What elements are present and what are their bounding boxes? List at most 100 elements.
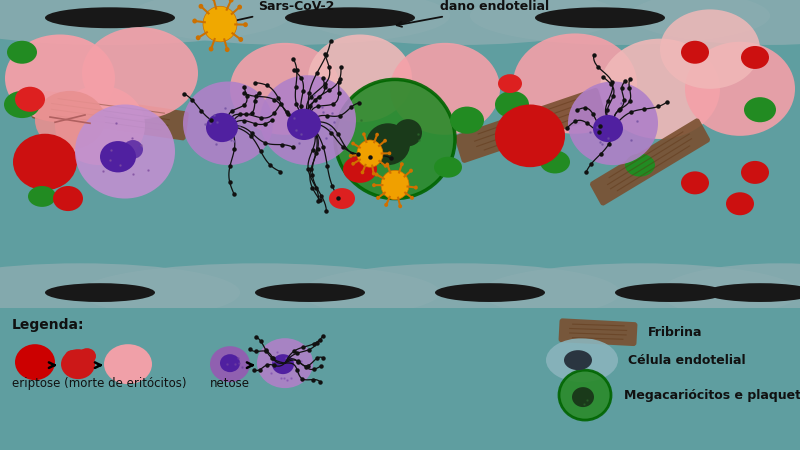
Ellipse shape bbox=[568, 81, 658, 165]
Ellipse shape bbox=[183, 81, 273, 165]
Ellipse shape bbox=[238, 37, 243, 42]
Ellipse shape bbox=[381, 170, 409, 200]
Ellipse shape bbox=[383, 139, 387, 143]
Ellipse shape bbox=[130, 0, 450, 45]
Ellipse shape bbox=[300, 263, 620, 322]
Ellipse shape bbox=[335, 79, 455, 198]
Ellipse shape bbox=[220, 354, 240, 372]
Ellipse shape bbox=[450, 107, 484, 134]
Ellipse shape bbox=[744, 97, 776, 122]
Ellipse shape bbox=[615, 283, 725, 302]
Text: Célula endotelial: Célula endotelial bbox=[628, 354, 746, 367]
Ellipse shape bbox=[243, 22, 248, 27]
Ellipse shape bbox=[13, 134, 77, 190]
Ellipse shape bbox=[388, 151, 391, 155]
Ellipse shape bbox=[572, 387, 594, 407]
Ellipse shape bbox=[28, 186, 56, 207]
Ellipse shape bbox=[210, 346, 250, 382]
Ellipse shape bbox=[203, 6, 237, 42]
Ellipse shape bbox=[435, 283, 545, 302]
Ellipse shape bbox=[55, 86, 145, 165]
Ellipse shape bbox=[61, 349, 95, 379]
Ellipse shape bbox=[361, 171, 364, 174]
Ellipse shape bbox=[82, 27, 198, 119]
Ellipse shape bbox=[80, 263, 440, 322]
FancyBboxPatch shape bbox=[31, 90, 189, 140]
Ellipse shape bbox=[366, 123, 410, 165]
Ellipse shape bbox=[685, 42, 795, 136]
Ellipse shape bbox=[410, 196, 414, 200]
Ellipse shape bbox=[546, 338, 618, 382]
Ellipse shape bbox=[384, 164, 387, 168]
Ellipse shape bbox=[285, 7, 415, 28]
Ellipse shape bbox=[726, 192, 754, 215]
Ellipse shape bbox=[625, 153, 655, 176]
Ellipse shape bbox=[53, 186, 83, 211]
Ellipse shape bbox=[386, 162, 390, 166]
Ellipse shape bbox=[660, 263, 800, 322]
Ellipse shape bbox=[535, 7, 665, 28]
Ellipse shape bbox=[498, 74, 522, 93]
Ellipse shape bbox=[343, 156, 377, 183]
Ellipse shape bbox=[414, 185, 418, 189]
Ellipse shape bbox=[225, 47, 230, 52]
FancyBboxPatch shape bbox=[454, 88, 606, 163]
Ellipse shape bbox=[230, 43, 340, 135]
FancyBboxPatch shape bbox=[590, 118, 710, 206]
Ellipse shape bbox=[0, 263, 240, 322]
Ellipse shape bbox=[15, 344, 55, 380]
Ellipse shape bbox=[260, 75, 356, 165]
Ellipse shape bbox=[238, 4, 242, 9]
Ellipse shape bbox=[375, 133, 379, 136]
Ellipse shape bbox=[300, 0, 620, 45]
Ellipse shape bbox=[329, 188, 355, 209]
Ellipse shape bbox=[564, 350, 592, 370]
Text: Sars-CoV-2: Sars-CoV-2 bbox=[225, 0, 334, 24]
Ellipse shape bbox=[681, 171, 709, 194]
Ellipse shape bbox=[480, 263, 800, 322]
Ellipse shape bbox=[495, 91, 529, 118]
Ellipse shape bbox=[209, 46, 214, 51]
Ellipse shape bbox=[357, 140, 383, 167]
Ellipse shape bbox=[211, 0, 216, 1]
Ellipse shape bbox=[372, 183, 376, 187]
Ellipse shape bbox=[600, 39, 720, 139]
Ellipse shape bbox=[257, 338, 313, 388]
Ellipse shape bbox=[374, 172, 378, 176]
Ellipse shape bbox=[123, 140, 143, 159]
Ellipse shape bbox=[362, 132, 366, 136]
Ellipse shape bbox=[196, 35, 201, 40]
Ellipse shape bbox=[75, 104, 175, 198]
Ellipse shape bbox=[45, 7, 175, 28]
Ellipse shape bbox=[287, 108, 321, 140]
Ellipse shape bbox=[4, 91, 40, 118]
Ellipse shape bbox=[78, 348, 96, 364]
Text: netose: netose bbox=[210, 377, 250, 390]
Ellipse shape bbox=[5, 35, 115, 122]
Ellipse shape bbox=[593, 115, 623, 142]
Ellipse shape bbox=[741, 161, 769, 184]
Ellipse shape bbox=[351, 162, 355, 166]
Ellipse shape bbox=[660, 9, 760, 89]
Ellipse shape bbox=[308, 35, 412, 122]
Ellipse shape bbox=[100, 141, 136, 172]
Ellipse shape bbox=[705, 283, 800, 302]
Ellipse shape bbox=[272, 354, 294, 374]
Ellipse shape bbox=[15, 87, 45, 112]
Ellipse shape bbox=[255, 283, 365, 302]
Ellipse shape bbox=[351, 142, 355, 145]
Ellipse shape bbox=[0, 0, 290, 45]
Text: Fribrina: Fribrina bbox=[648, 326, 702, 339]
Text: eriptose (morte de eritócitos): eriptose (morte de eritócitos) bbox=[12, 377, 186, 390]
Ellipse shape bbox=[390, 43, 500, 135]
Ellipse shape bbox=[35, 91, 105, 149]
Text: dano endotelial: dano endotelial bbox=[397, 0, 549, 27]
Ellipse shape bbox=[45, 283, 155, 302]
Ellipse shape bbox=[513, 33, 637, 134]
Ellipse shape bbox=[495, 104, 565, 167]
Ellipse shape bbox=[384, 203, 388, 207]
Ellipse shape bbox=[394, 119, 422, 146]
Ellipse shape bbox=[104, 344, 152, 384]
Ellipse shape bbox=[681, 41, 709, 64]
Ellipse shape bbox=[741, 46, 769, 69]
